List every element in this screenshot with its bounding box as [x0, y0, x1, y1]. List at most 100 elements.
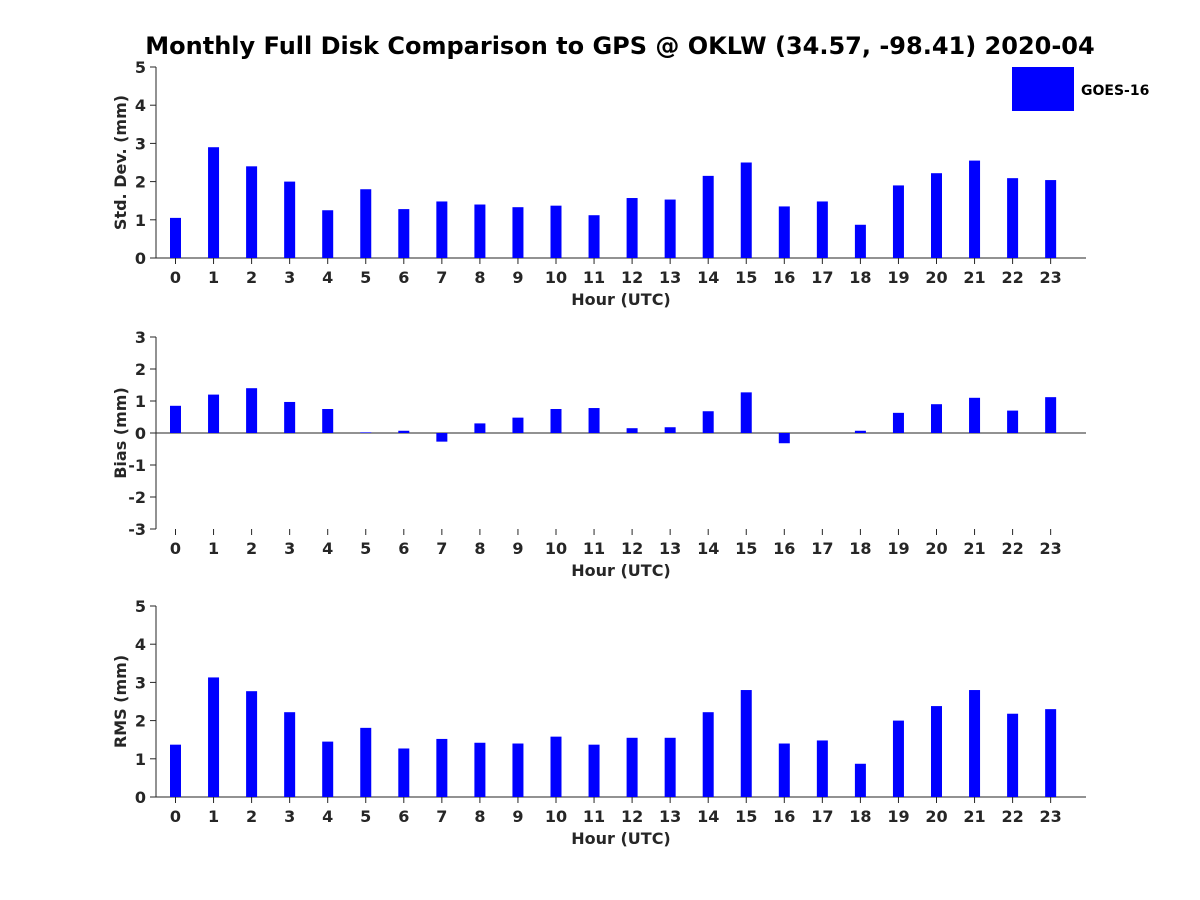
figure-title: Monthly Full Disk Comparison to GPS @ OK… — [145, 32, 1094, 60]
x-tick-label: 23 — [1040, 539, 1062, 558]
bar — [322, 741, 334, 797]
bar — [931, 173, 942, 258]
bar — [892, 412, 904, 433]
bar — [284, 712, 296, 797]
x-tick-label: 22 — [1001, 268, 1023, 287]
x-tick-label: 12 — [621, 807, 643, 826]
y-tick-label: 5 — [135, 597, 146, 616]
y-tick-label: -2 — [128, 488, 146, 507]
bar — [550, 736, 562, 797]
bar — [474, 742, 486, 797]
bar — [208, 147, 220, 258]
x-tick-label: 3 — [284, 807, 295, 826]
x-tick-label: 17 — [811, 539, 833, 558]
x-tick-label: 7 — [436, 539, 447, 558]
x-tick-label: 20 — [925, 807, 947, 826]
y-tick-label: 0 — [135, 788, 146, 807]
x-tick-label: 14 — [697, 807, 719, 826]
x-tick-label: 23 — [1040, 268, 1062, 287]
bar — [778, 743, 790, 797]
x-tick-label: 10 — [545, 539, 567, 558]
x-tick-label: 4 — [322, 268, 333, 287]
x-tick-label: 12 — [621, 539, 643, 558]
bar — [664, 199, 676, 258]
y-tick-label: 2 — [135, 360, 146, 379]
x-tick-label: 10 — [545, 268, 567, 287]
bar — [854, 430, 866, 433]
bar — [664, 737, 676, 797]
x-tick-label: 9 — [512, 807, 523, 826]
bar — [398, 748, 410, 797]
y-tick-label: 1 — [135, 750, 146, 769]
bar — [322, 409, 334, 433]
y-tick-label: 1 — [135, 211, 146, 230]
bar — [550, 205, 562, 258]
bar — [892, 720, 904, 797]
x-tick-label: 2 — [246, 807, 257, 826]
x-tick-label: 0 — [170, 539, 181, 558]
x-axis-label: Hour (UTC) — [571, 561, 671, 580]
x-tick-label: 3 — [284, 539, 295, 558]
bar — [512, 417, 524, 433]
x-tick-label: 22 — [1001, 807, 1023, 826]
bar — [1007, 713, 1019, 797]
x-tick-label: 16 — [773, 807, 795, 826]
legend-swatch — [1012, 67, 1074, 111]
bar — [892, 185, 904, 258]
bar — [398, 430, 410, 433]
x-tick-label: 5 — [360, 807, 371, 826]
x-tick-label: 17 — [811, 807, 833, 826]
x-tick-label: 7 — [436, 807, 447, 826]
bar — [360, 432, 372, 433]
x-tick-label: 11 — [583, 807, 605, 826]
bar — [550, 409, 562, 433]
bar — [512, 743, 524, 797]
x-tick-label: 3 — [284, 268, 295, 287]
x-tick-label: 15 — [735, 807, 757, 826]
x-tick-label: 1 — [208, 807, 219, 826]
bar — [246, 691, 258, 797]
x-tick-label: 23 — [1040, 807, 1062, 826]
x-tick-label: 21 — [963, 807, 985, 826]
x-tick-label: 7 — [436, 268, 447, 287]
x-tick-label: 1 — [208, 268, 219, 287]
x-tick-label: 19 — [887, 539, 909, 558]
x-tick-label: 9 — [512, 268, 523, 287]
bar — [969, 690, 981, 797]
bar — [398, 209, 410, 258]
bar — [588, 744, 600, 797]
bar — [474, 204, 486, 258]
bar — [284, 401, 296, 433]
y-tick-label: -1 — [128, 456, 146, 475]
bar — [778, 433, 790, 444]
bar — [284, 181, 296, 258]
x-tick-label: 15 — [735, 539, 757, 558]
x-tick-label: 2 — [246, 268, 257, 287]
bar — [170, 744, 181, 797]
bar — [208, 677, 220, 797]
x-tick-label: 8 — [474, 807, 485, 826]
bar — [246, 388, 258, 433]
bar — [1045, 397, 1057, 433]
x-tick-label: 14 — [697, 268, 719, 287]
y-tick-label: -3 — [128, 520, 146, 539]
bar — [702, 411, 714, 433]
x-tick-label: 18 — [849, 539, 871, 558]
y-tick-label: 2 — [135, 173, 146, 192]
x-tick-label: 8 — [474, 539, 485, 558]
bar — [969, 160, 981, 258]
x-tick-label: 11 — [583, 539, 605, 558]
y-tick-label: 5 — [135, 58, 146, 77]
bar — [436, 201, 448, 258]
x-tick-label: 2 — [246, 539, 257, 558]
x-tick-label: 9 — [512, 539, 523, 558]
x-tick-label: 16 — [773, 539, 795, 558]
x-axis-label: Hour (UTC) — [571, 290, 671, 309]
y-axis-label: Bias (mm) — [111, 387, 130, 479]
bar — [931, 404, 942, 433]
y-tick-label: 4 — [135, 96, 146, 115]
x-tick-label: 14 — [697, 539, 719, 558]
bar — [626, 198, 638, 258]
